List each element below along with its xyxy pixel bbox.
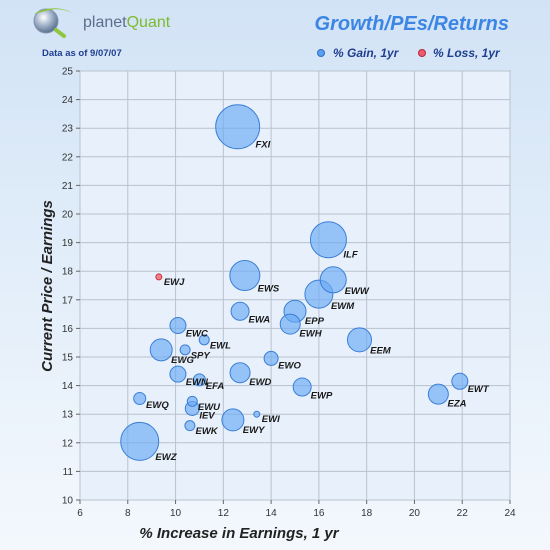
logo-globe-icon [33, 8, 59, 34]
bubble-ewj [155, 273, 163, 281]
chart-title: Growth/PEs/Returns [315, 13, 509, 35]
point-label-ewl: EWL [210, 340, 231, 351]
x-tick-label: 16 [313, 508, 325, 519]
legend-loss-label: % Loss, 1yr [433, 46, 501, 60]
x-tick-label: 10 [170, 508, 182, 519]
bubble-ewd [229, 362, 251, 384]
bubble-efa [192, 373, 206, 387]
point-label-ewn: EWN [186, 377, 209, 388]
point-label-ews: EWS [258, 283, 280, 294]
point-label-ewh: EWH [299, 328, 322, 339]
bubble-ewu [186, 395, 198, 407]
y-tick-label: 16 [62, 324, 74, 335]
y-tick-label: 14 [62, 381, 74, 392]
bubble-ews [229, 259, 261, 291]
point-label-ewc: EWC [186, 328, 208, 339]
point-label-ewg: EWG [171, 355, 194, 366]
legend-gain-marker [317, 49, 325, 57]
point-label-ewa: EWA [249, 315, 271, 326]
y-tick-label: 23 [62, 124, 74, 135]
legend-gain-label: % Gain, 1yr [333, 46, 400, 60]
point-label-ewq: EWQ [146, 400, 169, 411]
x-tick-label: 20 [409, 508, 421, 519]
point-label-epp: EPP [305, 316, 325, 327]
bubble-ewo [263, 350, 279, 366]
y-axis-ticks: 10 11 12 13 14 15 16 17 18 19 20 21 22 23 24 25 [62, 67, 80, 507]
svg-text:planetQuant: planetQuant [83, 14, 171, 31]
point-label-ewt: EWT [468, 384, 490, 395]
bubble-spy [179, 344, 191, 356]
point-label-iev: IEV [199, 411, 215, 422]
bubble-ewq [133, 391, 147, 405]
point-label-ewp: EWP [311, 391, 333, 402]
point-label-ewz: EWZ [155, 452, 177, 463]
bubble-eww [319, 266, 347, 294]
x-tick-label: 12 [218, 508, 230, 519]
y-tick-label: 19 [62, 238, 74, 249]
planetquant-logo: planetQuant [33, 8, 171, 38]
point-label-efa: EFA [206, 381, 225, 392]
point-label-spy: SPY [191, 350, 212, 361]
x-axis-title: % Increase in Earnings, 1 yr [139, 525, 339, 542]
y-tick-label: 22 [62, 152, 74, 163]
bubble-ewa [230, 301, 250, 321]
bubble-eem [347, 327, 372, 353]
bubble-ewh [279, 313, 301, 335]
y-tick-label: 21 [62, 181, 74, 192]
x-tick-label: 18 [361, 508, 373, 519]
point-label-ewy: EWY [243, 425, 266, 436]
data-as-of-label: Data as of 9/07/07 [42, 48, 122, 59]
point-label-eww: EWW [345, 286, 370, 297]
y-tick-label: 18 [62, 267, 74, 278]
bubble-series [120, 104, 469, 461]
point-label-ewu: EWU [198, 402, 221, 413]
x-tick-label: 8 [125, 508, 131, 519]
point-label-fxi: FXI [256, 140, 271, 151]
bubble-ewk [184, 420, 196, 432]
y-tick-label: 24 [62, 95, 74, 106]
y-tick-label: 12 [62, 438, 74, 449]
x-tick-label: 24 [504, 508, 516, 519]
logo-text-quant: Quant [127, 14, 171, 31]
x-tick-label: 14 [266, 508, 278, 519]
y-tick-label: 25 [62, 67, 74, 78]
y-tick-label: 15 [62, 353, 74, 364]
point-label-ewm: EWM [331, 301, 355, 312]
y-tick-label: 20 [62, 210, 74, 221]
y-tick-label: 10 [62, 496, 74, 507]
bubble-ewc [169, 317, 187, 335]
bubble-ewi [253, 410, 261, 418]
bubble-fxi [215, 104, 261, 150]
bubble-eza [427, 383, 449, 405]
logo-text-planet: planet [83, 14, 127, 31]
bubble-ewg [149, 338, 173, 362]
point-labels: FXI ILF EWJ EWS EWW EWM EPP EWA EWC EWH EWL EEM EWGS… [146, 140, 490, 463]
bubble-ewl [198, 334, 210, 346]
bubble-ewy [221, 408, 245, 432]
bubble-ilf [309, 221, 347, 259]
x-tick-label: 6 [77, 508, 83, 519]
logo-swoosh-icon [34, 8, 76, 16]
point-label-ilf: ILF [343, 250, 357, 261]
point-label-ewi: EWI [262, 414, 280, 425]
point-label-eem: EEM [370, 345, 392, 356]
y-tick-label: 13 [62, 410, 74, 421]
bubble-ewz [120, 421, 160, 461]
point-label-ewk: EWK [195, 426, 218, 437]
x-tick-label: 22 [457, 508, 469, 519]
y-tick-label: 11 [63, 467, 74, 478]
point-label-eza: EZA [448, 398, 467, 409]
bubble-ewn [169, 365, 187, 383]
bubble-ewt [451, 372, 469, 390]
legend-loss-marker [418, 49, 426, 57]
y-tick-label: 17 [62, 295, 74, 306]
point-label-ewd: EWD [249, 377, 271, 388]
x-axis-ticks: 6 8 10 12 14 16 18 20 22 24 [77, 500, 516, 519]
bubble-ewp [292, 377, 312, 397]
point-label-ewj: EWJ [164, 277, 185, 288]
point-label-ewo: EWO [278, 360, 301, 371]
legend: % Gain, 1yr % Loss, 1yr [317, 46, 501, 60]
y-axis-title: Current Price / Earnings [39, 200, 56, 372]
